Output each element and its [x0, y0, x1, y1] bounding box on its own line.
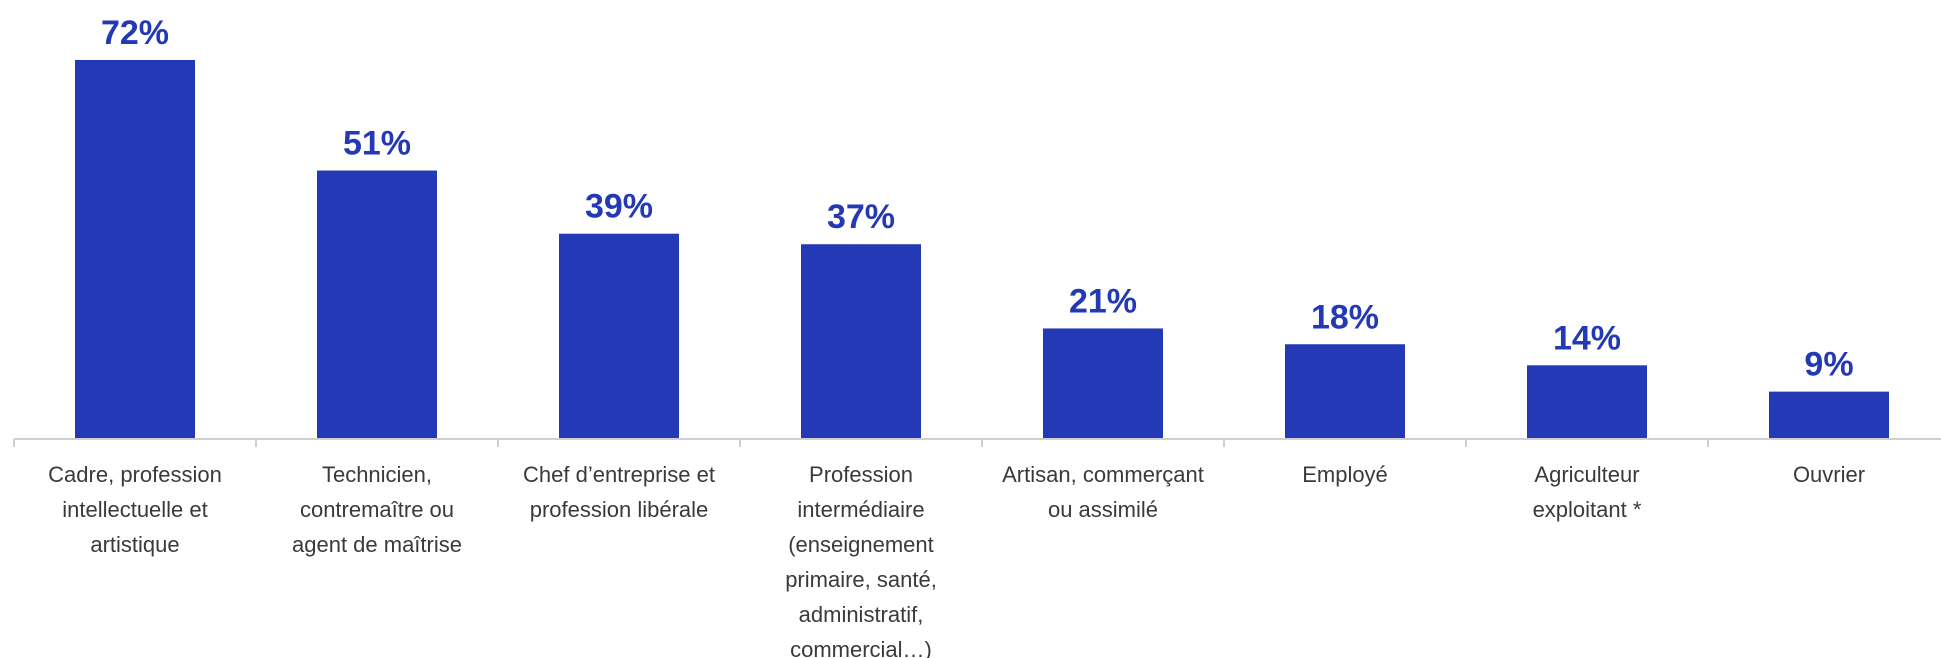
- category-label-line: primaire, santé,: [785, 567, 937, 592]
- data-label: 37%: [827, 198, 895, 236]
- category-label: Cadre, profession intellectuelle et artist…: [48, 462, 222, 557]
- bar: [1769, 391, 1889, 439]
- bar: [801, 244, 921, 439]
- category-label-line: profession libérale: [530, 497, 709, 522]
- category-label-line: Technicien,: [322, 462, 432, 487]
- category-label-line: contremaître ou: [300, 497, 454, 522]
- category-label-line: (enseignement: [788, 532, 934, 557]
- category-label-line: Ouvrier: [1793, 462, 1865, 487]
- bar: [559, 233, 679, 439]
- bar: [75, 60, 195, 439]
- data-label: 18%: [1311, 298, 1379, 336]
- category-label-line: administratif,: [799, 602, 924, 627]
- category-label-line: Cadre, profession: [48, 462, 222, 487]
- bar: [1527, 365, 1647, 439]
- data-label: 39%: [585, 188, 653, 226]
- category-label: Agriculteur exploitant *: [1533, 462, 1642, 522]
- x-axis: [13, 438, 1941, 447]
- bar: [317, 170, 437, 439]
- category-label-line: Artisan, commerçant: [1002, 462, 1204, 487]
- category-label-line: intellectuelle et: [62, 497, 208, 522]
- bars-layer: [75, 60, 1889, 439]
- category-label: Technicien, contremaître ou agent de maîtr…: [292, 462, 462, 557]
- category-label-line: ou assimilé: [1048, 497, 1158, 522]
- data-label: 72%: [101, 14, 169, 52]
- bar: [1285, 344, 1405, 439]
- category-label-line: exploitant *: [1533, 497, 1642, 522]
- category-label-line: intermédiaire: [797, 497, 924, 522]
- category-label: Chef d’entreprise et profession libérale: [523, 462, 715, 522]
- category-label-line: Chef d’entreprise et: [523, 462, 715, 487]
- data-label: 21%: [1069, 282, 1137, 320]
- category-label-line: artistique: [90, 532, 179, 557]
- data-label: 51%: [343, 125, 411, 163]
- bar: [1043, 328, 1163, 439]
- category-label-line: Profession: [809, 462, 913, 487]
- category-label-line: agent de maîtrise: [292, 532, 462, 557]
- category-label-line: Agriculteur: [1534, 462, 1639, 487]
- category-label-line: Employé: [1302, 462, 1388, 487]
- category-label: Ouvrier: [1793, 462, 1865, 487]
- data-labels-layer: 72% 51% 39% 37% 21% 18% 14% 9%: [101, 14, 1854, 384]
- category-label-line: commercial…): [790, 637, 932, 658]
- category-label: Profession intermédiaire (enseignement prim…: [785, 462, 937, 658]
- data-label: 14%: [1553, 319, 1621, 357]
- data-label: 9%: [1804, 346, 1853, 384]
- category-labels-layer: Cadre, profession intellectuelle et artist…: [48, 462, 1865, 658]
- category-label: Employé: [1302, 462, 1388, 487]
- category-label: Artisan, commerçant ou assimilé: [1002, 462, 1204, 522]
